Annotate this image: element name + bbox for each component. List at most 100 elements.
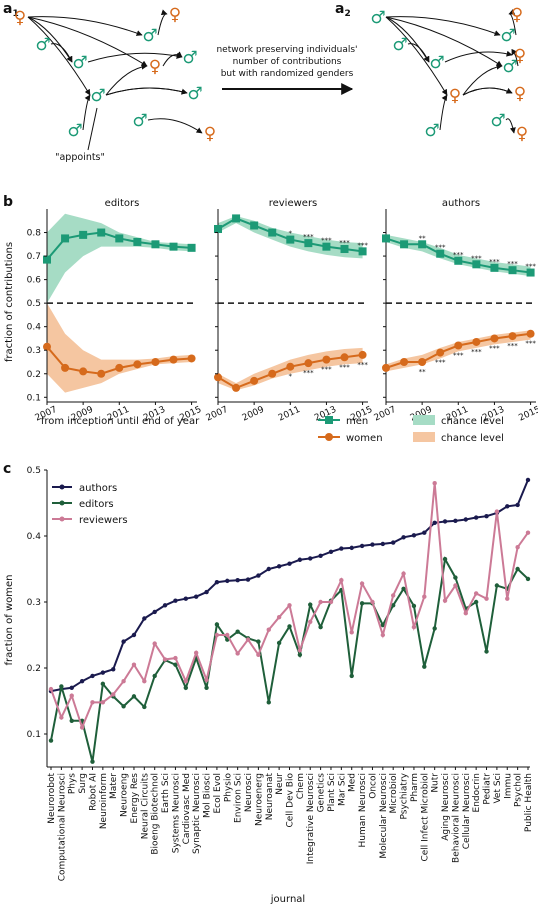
authors-point [152,609,157,615]
men-point [286,235,295,244]
x-tick-label: Energy Res [130,773,140,824]
reviewers-point [432,481,437,486]
authors-point [390,540,396,545]
edge-left-2 [27,16,91,96]
edge-left-9 [147,118,203,134]
authors-point [370,542,375,547]
x-tick-label: Vet Sci [493,773,503,804]
editors-point [142,704,147,710]
x-tick-label: Cellular Neurosci [462,773,472,849]
significance-stars: *** [321,237,332,245]
male-symbol-icon: ♂ [35,35,50,55]
panel-label-b: b [3,194,13,210]
editors-point [100,681,106,687]
women-point [436,348,445,357]
x-tick-label: Systems Neurosci [171,773,181,853]
editors-point [256,639,261,644]
reviewers-point [442,598,448,603]
male-symbol-icon: ♂ [392,35,407,55]
arrow-caption-line-3: but with randomized genders [221,69,354,79]
reviewers-point [162,657,168,662]
men-point [214,225,222,234]
x-tick-label: Synaptic Neurosci [192,773,202,854]
authors-point [111,667,116,672]
authors-point [121,639,126,644]
reviewers-point [121,679,126,684]
x-tick-label: Cell Infect Microbiol [420,773,430,862]
subplot-title: editors [105,198,140,209]
x-tick-label: Pediatr [483,773,493,805]
x-tick-label: 2011 [277,405,302,424]
reviewers-point [411,624,417,630]
women-point [322,355,331,364]
male-symbol-icon: ♂ [90,86,105,106]
women-point [454,341,463,350]
subplot-title: reviewers [269,198,318,209]
reviewers-point [214,632,220,638]
reviewers-point [225,632,230,638]
authors-point [422,530,427,535]
appoints-label: "appoints" [55,152,105,163]
edge-right-0 [385,16,501,36]
authors-point [214,580,220,585]
edge-left-10 [105,87,188,96]
men-point [490,263,499,272]
women-point [97,369,106,378]
male-symbol-icon: ♂ [370,8,385,28]
editors-point [152,673,157,679]
panel-b-ylabel: fraction of contributions [4,242,15,362]
men-point [187,243,196,252]
editors-point [287,624,292,629]
authors-point [162,603,168,608]
legend-men-marker [325,416,333,424]
panel-c: c 0.1 0.2 0.3 0.4 0.5 Neurorobot Computational… [3,461,534,905]
editors-point [401,586,406,591]
authors-point [339,546,344,551]
chance-band-men [47,213,192,304]
male-symbol-icon: ♂ [500,26,515,46]
men-point [169,242,178,251]
significance-stars: * [289,373,293,381]
women-point [151,357,160,366]
panel-label-a1: a1 [3,1,19,19]
edge-right-2 [385,16,448,96]
authors-point [473,515,479,520]
network-left-edges [27,9,203,151]
significance-stars: *** [489,344,500,352]
male-symbol-icon: ♂ [67,121,82,141]
editors-point [525,576,531,582]
x-tick-label: Integrative Neurosci [306,773,316,864]
reviewers-point [276,614,282,620]
female-symbol-icon: ♀ [516,124,528,144]
editors-point [235,629,240,634]
legend-women-label: women [346,433,383,444]
reviewers-point [152,641,157,646]
significance-stars: *** [525,263,536,271]
authors-point [225,578,230,584]
x-tick-label: Pharm [410,773,420,802]
men-point [526,268,535,277]
reviewers-point [90,700,95,705]
authors-point [235,578,240,583]
authors-point [401,535,406,540]
edge-right-10 [462,87,513,96]
edge-right-9 [505,118,516,134]
reviewers-point [308,619,313,624]
x-tick-label: Psychol [514,773,524,807]
reviewers-point [287,603,292,608]
editors-point [432,626,437,631]
reviewers-point [48,686,54,692]
editors-point [131,694,137,699]
reviewers-point [463,611,468,616]
authors-point [183,596,189,601]
editors-point [318,624,323,630]
men-point [304,239,313,248]
edge-right-5 [462,63,503,96]
x-tick-label: Surg [78,773,88,794]
men-point [358,247,367,256]
reviewers-point [390,593,396,598]
significance-stars: * [289,230,293,238]
male-symbol-icon: ♂ [187,84,202,104]
editors-point [90,759,95,764]
women-point [304,359,313,368]
